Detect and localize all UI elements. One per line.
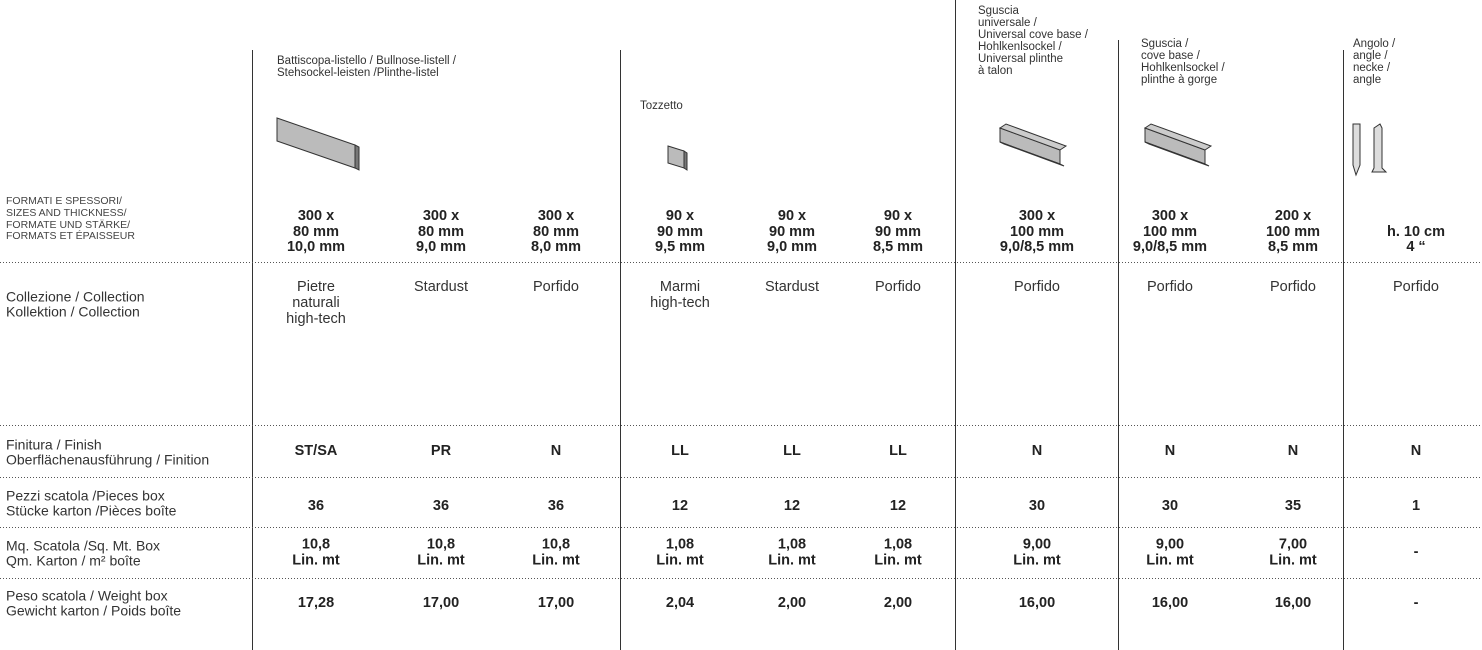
weight-cell: - <box>1413 595 1419 612</box>
weight-cell: 17,28 <box>297 595 335 612</box>
pieces-cell: 36 <box>432 498 450 515</box>
collection-cell: Porfido <box>533 279 579 295</box>
size-cell: 200 x 100 mm 8,5 mm <box>1265 208 1320 256</box>
finish-cell: N <box>550 443 562 460</box>
weight-cell: 16,00 <box>1151 595 1189 612</box>
finish-cell: N <box>1031 443 1043 460</box>
row-label: Pezzi scatola /Pieces box Stücke karton … <box>6 487 177 518</box>
collection-cell: Stardust <box>765 279 819 295</box>
group-header: Tozzetto <box>640 100 683 112</box>
size-cell: 300 x 80 mm 8,0 mm <box>531 208 581 256</box>
weight-cell: 2,04 <box>665 595 695 612</box>
size-cell: 300 x 100 mm 9,0/8,5 mm <box>1132 208 1208 256</box>
group-header: Sguscia / cove base / Hohlkenlsockel / p… <box>1141 38 1225 87</box>
pieces-cell: 12 <box>889 498 907 515</box>
size-cell: 90 x 90 mm 9,0 mm <box>767 208 817 256</box>
row-label: Finitura / Finish Oberflächenausführung … <box>6 436 210 467</box>
row-label: Peso scatola / Weight box Gewicht karton… <box>6 587 182 618</box>
finish-cell: N <box>1410 443 1422 460</box>
size-cell: 90 x 90 mm 8,5 mm <box>873 208 923 256</box>
finish-cell: LL <box>671 443 689 460</box>
finish-cell: PR <box>430 443 452 460</box>
collection-cell: Marmi high-tech <box>650 279 710 311</box>
group-header: Battiscopa-listello / Bullnose-listell /… <box>277 55 456 80</box>
pieces-cell: 35 <box>1284 498 1302 515</box>
area-cell: 7,00 Lin. mt <box>1269 536 1317 568</box>
weight-cell: 16,00 <box>1018 595 1056 612</box>
area-cell: 10,8 Lin. mt <box>417 536 465 568</box>
pieces-cell: 36 <box>307 498 325 515</box>
area-cell: 1,08 Lin. mt <box>874 536 922 568</box>
pieces-cell: 12 <box>671 498 689 515</box>
collection-cell: Stardust <box>414 279 468 295</box>
finish-cell: N <box>1164 443 1176 460</box>
weight-cell: 2,00 <box>777 595 807 612</box>
row-label: FORMATI E SPESSORI/ SIZES AND THICKNESS/… <box>6 195 135 243</box>
size-cell: h. 10 cm 4 “ <box>1386 223 1446 256</box>
collection-cell: Porfido <box>1147 279 1193 295</box>
weight-cell: 16,00 <box>1274 595 1312 612</box>
finish-cell: ST/SA <box>294 443 338 460</box>
product-icons <box>276 117 1388 177</box>
group-header: Angolo / angle / necke / angle <box>1353 38 1396 87</box>
area-cell: 9,00 Lin. mt <box>1146 536 1194 568</box>
collection-cell: Porfido <box>875 279 921 295</box>
collection-cell: Pietre naturali high-tech <box>286 279 346 327</box>
area-cell: 1,08 Lin. mt <box>768 536 816 568</box>
pieces-cell: 30 <box>1161 498 1179 515</box>
group-header: Sguscia universale / Universal cove base… <box>978 5 1088 78</box>
area-cell: 10,8 Lin. mt <box>292 536 340 568</box>
row-label: Mq. Scatola /Sq. Mt. Box Qm. Karton / m²… <box>6 537 161 568</box>
finish-cell: N <box>1287 443 1299 460</box>
size-cell: 300 x 80 mm 10,0 mm <box>286 208 346 256</box>
area-cell: 9,00 Lin. mt <box>1013 536 1061 568</box>
finish-cell: LL <box>889 443 907 460</box>
area-cell: - <box>1413 544 1419 561</box>
weight-cell: 2,00 <box>883 595 913 612</box>
pieces-cell: 30 <box>1028 498 1046 515</box>
size-cell: 300 x 80 mm 9,0 mm <box>416 208 466 256</box>
pieces-cell: 12 <box>783 498 801 515</box>
size-cell: 90 x 90 mm 9,5 mm <box>655 208 705 256</box>
collection-cell: Porfido <box>1270 279 1316 295</box>
weight-cell: 17,00 <box>422 595 460 612</box>
collection-cell: Porfido <box>1014 279 1060 295</box>
collection-cell: Porfido <box>1393 279 1439 295</box>
pieces-cell: 36 <box>547 498 565 515</box>
finish-cell: LL <box>783 443 801 460</box>
area-cell: 10,8 Lin. mt <box>532 536 580 568</box>
size-cell: 300 x 100 mm 9,0/8,5 mm <box>999 208 1075 256</box>
area-cell: 1,08 Lin. mt <box>656 536 704 568</box>
row-label: Collezione / Collection Kollektion / Col… <box>6 288 145 319</box>
weight-cell: 17,00 <box>537 595 575 612</box>
pieces-cell: 1 <box>1411 498 1421 515</box>
